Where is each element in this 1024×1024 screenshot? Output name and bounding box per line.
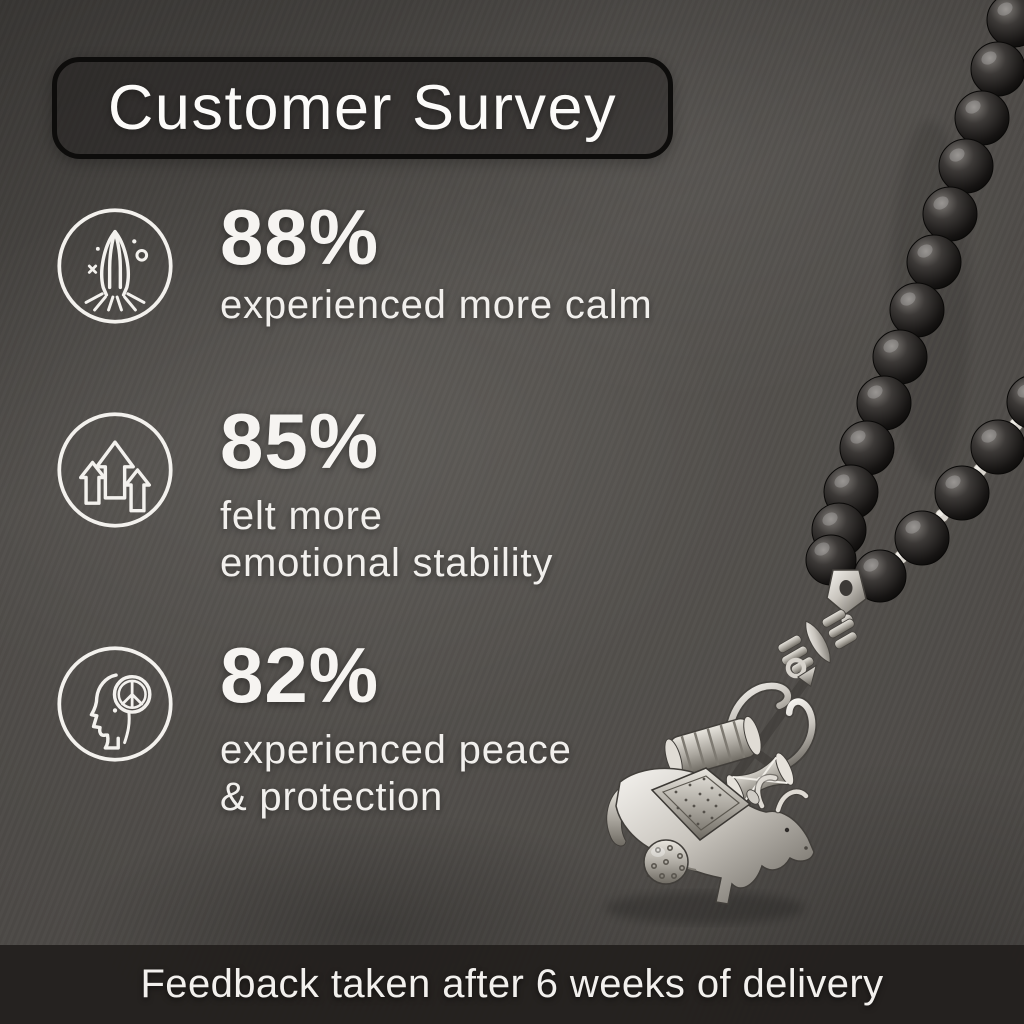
footer-text: Feedback taken after 6 weeks of delivery	[140, 962, 884, 1006]
stat-label: felt more emotional stability	[220, 494, 554, 585]
title-badge: Customer Survey	[52, 57, 673, 159]
stat-row-protection: 82% experienced peace & protection	[0, 636, 740, 861]
stat-row-calm: 88% experienced more calm	[0, 198, 740, 423]
footer-bar: Feedback taken after 6 weeks of delivery	[0, 945, 1024, 1024]
peace-of-mind-icon	[55, 644, 175, 764]
bead-strands	[805, 0, 1024, 603]
stat-row-stability: 85% felt more emotional stability	[0, 402, 740, 627]
praying-hands-icon	[55, 206, 175, 326]
stat-value: 85%	[220, 397, 380, 485]
page-title: Customer Survey	[107, 73, 618, 143]
stat-label: experienced peace & protection	[220, 728, 572, 819]
stat-value: 88%	[220, 193, 380, 281]
pendant	[606, 569, 867, 905]
stat-value: 82%	[220, 631, 380, 719]
rising-arrows-icon	[55, 410, 175, 530]
nandi-bull	[606, 767, 815, 905]
stat-label: experienced more calm	[220, 283, 653, 327]
